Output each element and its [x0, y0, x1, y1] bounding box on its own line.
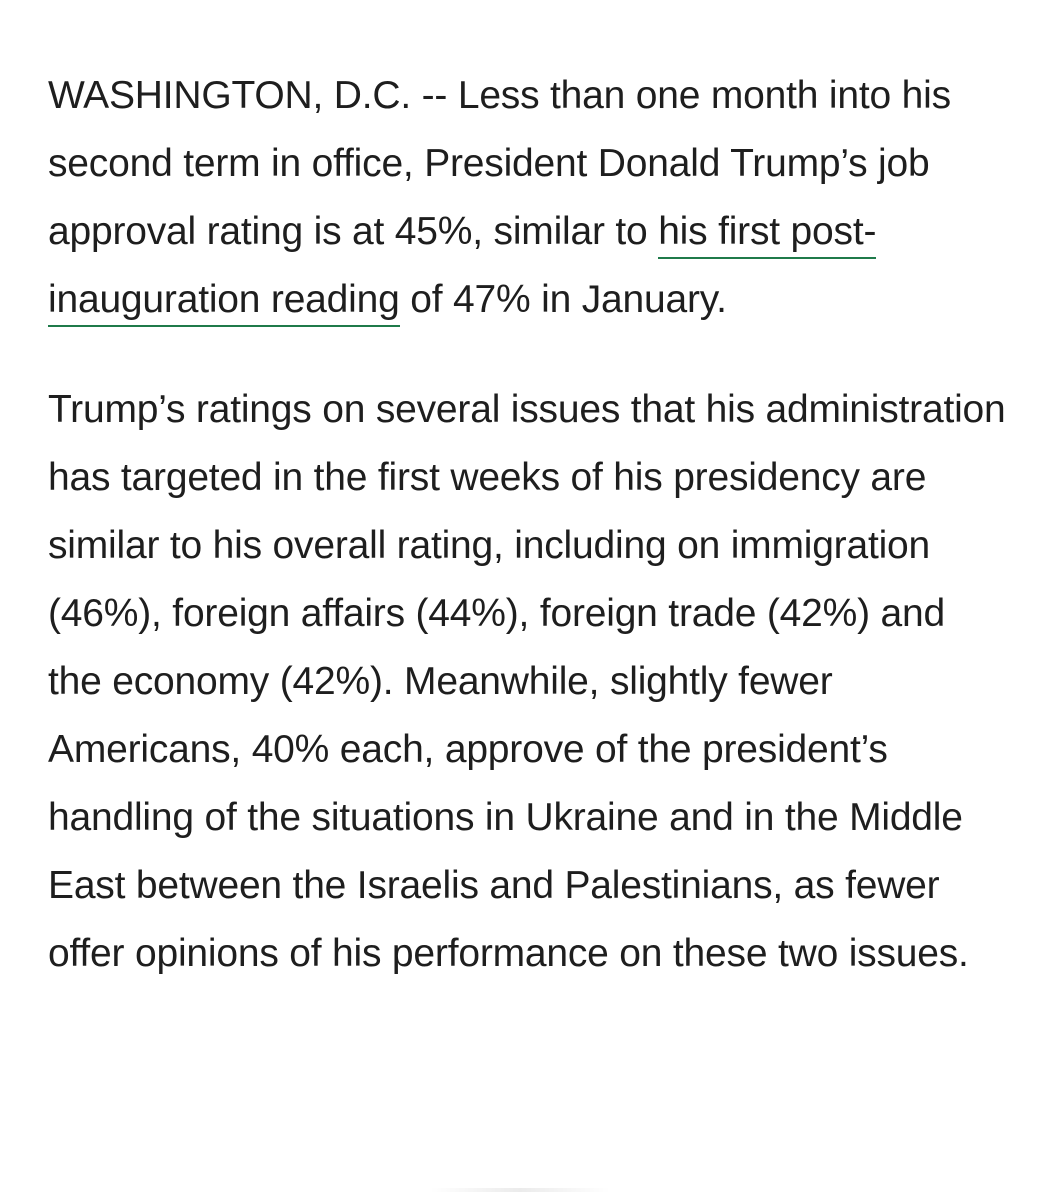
paragraph-issue-ratings: Trump’s ratings on several issues that h… [48, 388, 1006, 975]
post-inauguration-reading-link[interactable]: his first post-inauguration reading [48, 210, 876, 327]
paragraph-intro-text-start: WASHINGTON, D.C. -- Less than one month … [48, 74, 951, 253]
paragraph-intro: WASHINGTON, D.C. -- Less than one month … [48, 62, 1008, 334]
bottom-fade-divider [430, 1188, 610, 1192]
article-body: WASHINGTON, D.C. -- Less than one month … [48, 62, 1008, 988]
paragraph-intro-text-end: of 47% in January. [399, 278, 727, 321]
